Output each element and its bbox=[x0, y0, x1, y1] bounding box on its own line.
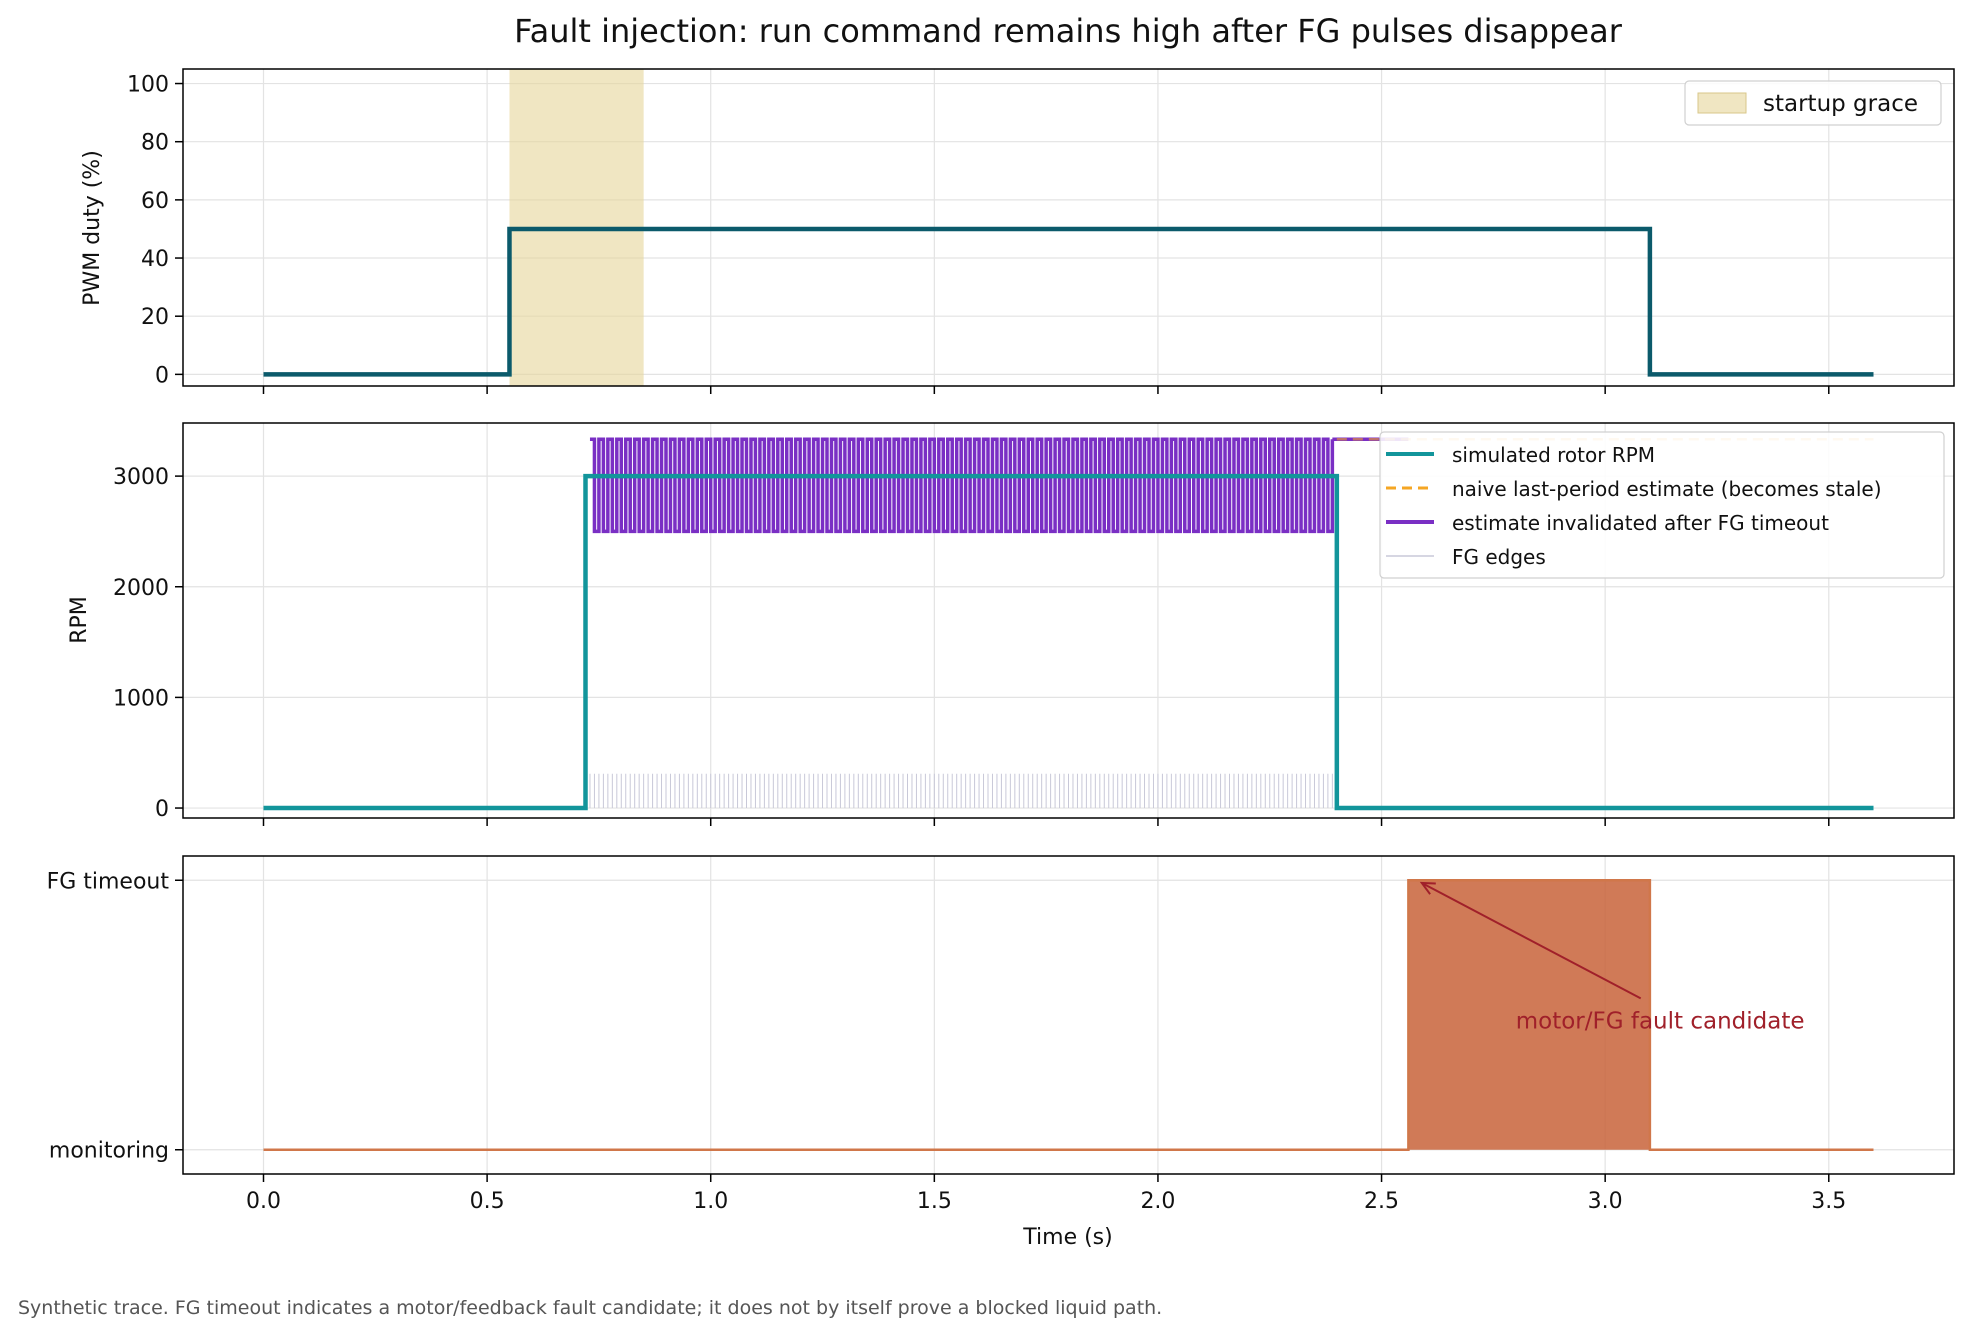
pwm-duty-line bbox=[263, 226, 1874, 377]
ytick-label: 2000 bbox=[113, 576, 169, 601]
estimate-invalidated-line bbox=[589, 437, 1335, 534]
chart-title: Fault injection: run command remains hig… bbox=[514, 12, 1623, 50]
pwm-panel: 0 20 40 60 80 100 PWM duty (%) startup grace bbox=[80, 68, 1955, 394]
rpm-xtick-marks bbox=[262, 818, 1830, 826]
ytick-label: 3000 bbox=[113, 465, 169, 490]
ytick-label: monitoring bbox=[49, 1139, 169, 1164]
ytick-label: 1000 bbox=[113, 686, 169, 711]
ytick-label: 60 bbox=[141, 189, 169, 214]
rpm-legend: simulated rotor RPM naive last-period es… bbox=[1379, 431, 1945, 579]
fault-yticks: monitoring FG timeout bbox=[47, 869, 183, 1164]
fault-annotation: motor/FG fault candidate bbox=[1419, 881, 1805, 1034]
fault-annotation-label: motor/FG fault candidate bbox=[1516, 1008, 1805, 1034]
legend-invalidated-label: estimate invalidated after FG timeout bbox=[1452, 511, 1829, 535]
fault-xlabel: Time (s) bbox=[1022, 1225, 1112, 1250]
legend-rotor-rpm-label: simulated rotor RPM bbox=[1452, 443, 1655, 467]
pwm-legend: startup grace bbox=[1684, 80, 1942, 126]
rotor-rpm-line bbox=[263, 473, 1874, 811]
ytick-label: FG timeout bbox=[47, 869, 170, 894]
ytick-label: 100 bbox=[127, 73, 169, 98]
rpm-ylabel: RPM bbox=[67, 596, 92, 644]
rpm-yticks: 0 1000 2000 3000 bbox=[113, 465, 183, 822]
fault-state-series bbox=[263, 879, 1874, 1151]
rpm-legend-box bbox=[1379, 431, 1945, 579]
pwm-grid bbox=[183, 69, 1954, 386]
pwm-legend-box bbox=[1684, 80, 1942, 126]
fault-annotation-arrowhead bbox=[1419, 881, 1436, 895]
xtick-label: 1.0 bbox=[693, 1189, 728, 1214]
rotor-rpm-series bbox=[263, 473, 1874, 811]
legend-fg-edges-label: FG edges bbox=[1452, 545, 1546, 569]
xtick-label: 1.5 bbox=[917, 1189, 952, 1214]
xtick-label: 3.0 bbox=[1588, 1189, 1623, 1214]
xtick-label: 0.5 bbox=[470, 1189, 505, 1214]
ytick-label: 80 bbox=[141, 131, 169, 156]
pwm-series bbox=[263, 226, 1874, 377]
pwm-xtick-marks bbox=[262, 386, 1830, 394]
fault-state-fill bbox=[263, 880, 1874, 1150]
ytick-label: 0 bbox=[155, 797, 169, 822]
fault-annotation-arrow bbox=[1421, 882, 1642, 1000]
fault-xticks: 0.0 0.5 1.0 1.5 2.0 2.5 3.0 3.5 bbox=[246, 1174, 1846, 1214]
ytick-label: 0 bbox=[155, 363, 169, 388]
xtick-label: 2.5 bbox=[1364, 1189, 1399, 1214]
fault-axes-frame bbox=[182, 855, 1955, 1175]
xtick-label: 0.0 bbox=[246, 1189, 281, 1214]
fault-state-line bbox=[263, 879, 1874, 1151]
fault-panel: monitoring FG timeout 0.0 0.5 1.0 1.5 2.0 2.5 3… bbox=[47, 855, 1955, 1250]
xtick-label: 2.0 bbox=[1140, 1189, 1175, 1214]
rpm-panel: 0 1000 2000 3000 RPM simulated rotor RPM na… bbox=[67, 422, 1955, 826]
startup-grace-swatch bbox=[1697, 92, 1747, 114]
ytick-label: 40 bbox=[141, 247, 169, 272]
pwm-ylabel: PWM duty (%) bbox=[80, 150, 105, 306]
fg-edges-series bbox=[589, 773, 1333, 809]
legend-naive-label: naive last-period estimate (becomes stal… bbox=[1452, 477, 1882, 501]
xtick-label: 3.5 bbox=[1811, 1189, 1846, 1214]
pwm-yticks: 0 20 40 60 80 100 bbox=[127, 73, 183, 388]
startup-grace-legend-label: startup grace bbox=[1763, 91, 1918, 117]
ytick-label: 20 bbox=[141, 305, 169, 330]
footnote: Synthetic trace. FG timeout indicates a … bbox=[18, 1297, 1162, 1319]
rpm-axes-frame bbox=[182, 422, 1955, 819]
pwm-axes-frame bbox=[182, 68, 1955, 387]
estimate-invalidated-series bbox=[589, 437, 1409, 534]
